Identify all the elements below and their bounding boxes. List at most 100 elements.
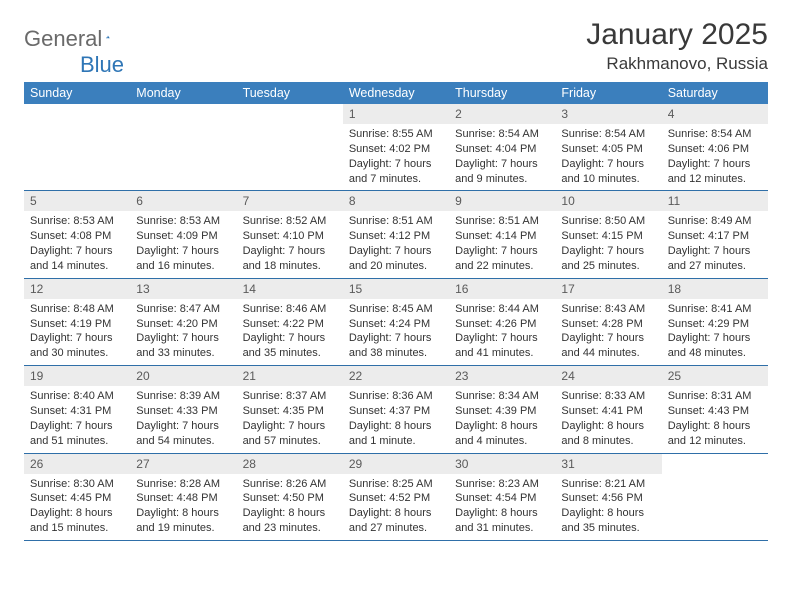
daylight-line2: and 25 minutes. bbox=[561, 259, 655, 274]
day-details: Sunrise: 8:55 AMSunset: 4:02 PMDaylight:… bbox=[343, 124, 449, 190]
daylight-line1: Daylight: 8 hours bbox=[455, 506, 549, 521]
sunrise-text: Sunrise: 8:28 AM bbox=[136, 477, 230, 492]
daylight-line2: and 57 minutes. bbox=[243, 434, 337, 449]
day-details: Sunrise: 8:37 AMSunset: 4:35 PMDaylight:… bbox=[237, 386, 343, 452]
daylight-line1: Daylight: 7 hours bbox=[136, 419, 230, 434]
daylight-line1: Daylight: 8 hours bbox=[349, 506, 443, 521]
calendar-day-cell: 2Sunrise: 8:54 AMSunset: 4:04 PMDaylight… bbox=[449, 104, 555, 191]
day-number: 6 bbox=[130, 191, 236, 211]
daylight-line1: Daylight: 8 hours bbox=[243, 506, 337, 521]
day-number: 9 bbox=[449, 191, 555, 211]
daylight-line1: Daylight: 7 hours bbox=[561, 157, 655, 172]
daylight-line2: and 54 minutes. bbox=[136, 434, 230, 449]
sunset-text: Sunset: 4:43 PM bbox=[668, 404, 762, 419]
daylight-line2: and 51 minutes. bbox=[30, 434, 124, 449]
calendar-week-row: 1Sunrise: 8:55 AMSunset: 4:02 PMDaylight… bbox=[24, 104, 768, 191]
sunset-text: Sunset: 4:17 PM bbox=[668, 229, 762, 244]
sunrise-text: Sunrise: 8:21 AM bbox=[561, 477, 655, 492]
day-number: 28 bbox=[237, 454, 343, 474]
sunset-text: Sunset: 4:35 PM bbox=[243, 404, 337, 419]
sunrise-text: Sunrise: 8:46 AM bbox=[243, 302, 337, 317]
day-number: 1 bbox=[343, 104, 449, 124]
daylight-line1: Daylight: 8 hours bbox=[668, 419, 762, 434]
day-number: 22 bbox=[343, 366, 449, 386]
sunrise-text: Sunrise: 8:54 AM bbox=[668, 127, 762, 142]
daylight-line1: Daylight: 7 hours bbox=[561, 331, 655, 346]
day-number: 20 bbox=[130, 366, 236, 386]
calendar-week-row: 19Sunrise: 8:40 AMSunset: 4:31 PMDayligh… bbox=[24, 366, 768, 453]
day-number: 31 bbox=[555, 454, 661, 474]
day-details: Sunrise: 8:52 AMSunset: 4:10 PMDaylight:… bbox=[237, 211, 343, 277]
sunrise-text: Sunrise: 8:50 AM bbox=[561, 214, 655, 229]
day-number: 11 bbox=[662, 191, 768, 211]
calendar-day-cell: 20Sunrise: 8:39 AMSunset: 4:33 PMDayligh… bbox=[130, 366, 236, 453]
daylight-line1: Daylight: 8 hours bbox=[561, 506, 655, 521]
sunset-text: Sunset: 4:48 PM bbox=[136, 491, 230, 506]
calendar-day-cell: 9Sunrise: 8:51 AMSunset: 4:14 PMDaylight… bbox=[449, 191, 555, 278]
calendar-day-cell: 23Sunrise: 8:34 AMSunset: 4:39 PMDayligh… bbox=[449, 366, 555, 453]
day-number: 2 bbox=[449, 104, 555, 124]
daylight-line1: Daylight: 7 hours bbox=[243, 419, 337, 434]
sunrise-text: Sunrise: 8:36 AM bbox=[349, 389, 443, 404]
day-details: Sunrise: 8:34 AMSunset: 4:39 PMDaylight:… bbox=[449, 386, 555, 452]
calendar-day-cell: 19Sunrise: 8:40 AMSunset: 4:31 PMDayligh… bbox=[24, 366, 130, 453]
calendar-empty-cell bbox=[662, 453, 768, 540]
daylight-line1: Daylight: 7 hours bbox=[668, 157, 762, 172]
sunset-text: Sunset: 4:37 PM bbox=[349, 404, 443, 419]
day-details: Sunrise: 8:54 AMSunset: 4:06 PMDaylight:… bbox=[662, 124, 768, 190]
calendar-day-cell: 29Sunrise: 8:25 AMSunset: 4:52 PMDayligh… bbox=[343, 453, 449, 540]
sunrise-text: Sunrise: 8:41 AM bbox=[668, 302, 762, 317]
sunset-text: Sunset: 4:39 PM bbox=[455, 404, 549, 419]
day-number: 27 bbox=[130, 454, 236, 474]
day-details: Sunrise: 8:54 AMSunset: 4:04 PMDaylight:… bbox=[449, 124, 555, 190]
daylight-line1: Daylight: 8 hours bbox=[136, 506, 230, 521]
daylight-line2: and 35 minutes. bbox=[561, 521, 655, 536]
sunrise-text: Sunrise: 8:48 AM bbox=[30, 302, 124, 317]
daylight-line2: and 10 minutes. bbox=[561, 172, 655, 187]
calendar-day-cell: 17Sunrise: 8:43 AMSunset: 4:28 PMDayligh… bbox=[555, 278, 661, 365]
calendar-day-cell: 6Sunrise: 8:53 AMSunset: 4:09 PMDaylight… bbox=[130, 191, 236, 278]
calendar-empty-cell bbox=[24, 104, 130, 191]
day-details: Sunrise: 8:40 AMSunset: 4:31 PMDaylight:… bbox=[24, 386, 130, 452]
daylight-line2: and 20 minutes. bbox=[349, 259, 443, 274]
sunrise-text: Sunrise: 8:52 AM bbox=[243, 214, 337, 229]
sunrise-text: Sunrise: 8:37 AM bbox=[243, 389, 337, 404]
sunset-text: Sunset: 4:15 PM bbox=[561, 229, 655, 244]
day-number: 19 bbox=[24, 366, 130, 386]
calendar-empty-cell bbox=[237, 104, 343, 191]
sunrise-text: Sunrise: 8:49 AM bbox=[668, 214, 762, 229]
sunrise-text: Sunrise: 8:47 AM bbox=[136, 302, 230, 317]
daylight-line1: Daylight: 7 hours bbox=[455, 244, 549, 259]
day-details: Sunrise: 8:51 AMSunset: 4:14 PMDaylight:… bbox=[449, 211, 555, 277]
sunset-text: Sunset: 4:29 PM bbox=[668, 317, 762, 332]
day-number: 14 bbox=[237, 279, 343, 299]
sunset-text: Sunset: 4:10 PM bbox=[243, 229, 337, 244]
sunrise-text: Sunrise: 8:33 AM bbox=[561, 389, 655, 404]
sunset-text: Sunset: 4:02 PM bbox=[349, 142, 443, 157]
daylight-line2: and 48 minutes. bbox=[668, 346, 762, 361]
brand-name-b: Blue bbox=[80, 52, 124, 77]
daylight-line2: and 16 minutes. bbox=[136, 259, 230, 274]
daylight-line2: and 35 minutes. bbox=[243, 346, 337, 361]
daylight-line1: Daylight: 7 hours bbox=[349, 331, 443, 346]
daylight-line2: and 8 minutes. bbox=[561, 434, 655, 449]
daylight-line1: Daylight: 7 hours bbox=[668, 244, 762, 259]
day-number: 17 bbox=[555, 279, 661, 299]
day-number: 13 bbox=[130, 279, 236, 299]
calendar-day-cell: 25Sunrise: 8:31 AMSunset: 4:43 PMDayligh… bbox=[662, 366, 768, 453]
sunrise-text: Sunrise: 8:51 AM bbox=[455, 214, 549, 229]
day-number: 10 bbox=[555, 191, 661, 211]
sunset-text: Sunset: 4:14 PM bbox=[455, 229, 549, 244]
daylight-line1: Daylight: 7 hours bbox=[455, 157, 549, 172]
calendar-day-cell: 10Sunrise: 8:50 AMSunset: 4:15 PMDayligh… bbox=[555, 191, 661, 278]
day-number: 7 bbox=[237, 191, 343, 211]
day-number: 12 bbox=[24, 279, 130, 299]
daylight-line1: Daylight: 7 hours bbox=[243, 244, 337, 259]
daylight-line2: and 15 minutes. bbox=[30, 521, 124, 536]
calendar-day-cell: 21Sunrise: 8:37 AMSunset: 4:35 PMDayligh… bbox=[237, 366, 343, 453]
calendar-table: SundayMondayTuesdayWednesdayThursdayFrid… bbox=[24, 82, 768, 541]
daylight-line2: and 44 minutes. bbox=[561, 346, 655, 361]
daylight-line2: and 22 minutes. bbox=[455, 259, 549, 274]
daylight-line2: and 14 minutes. bbox=[30, 259, 124, 274]
calendar-day-cell: 16Sunrise: 8:44 AMSunset: 4:26 PMDayligh… bbox=[449, 278, 555, 365]
